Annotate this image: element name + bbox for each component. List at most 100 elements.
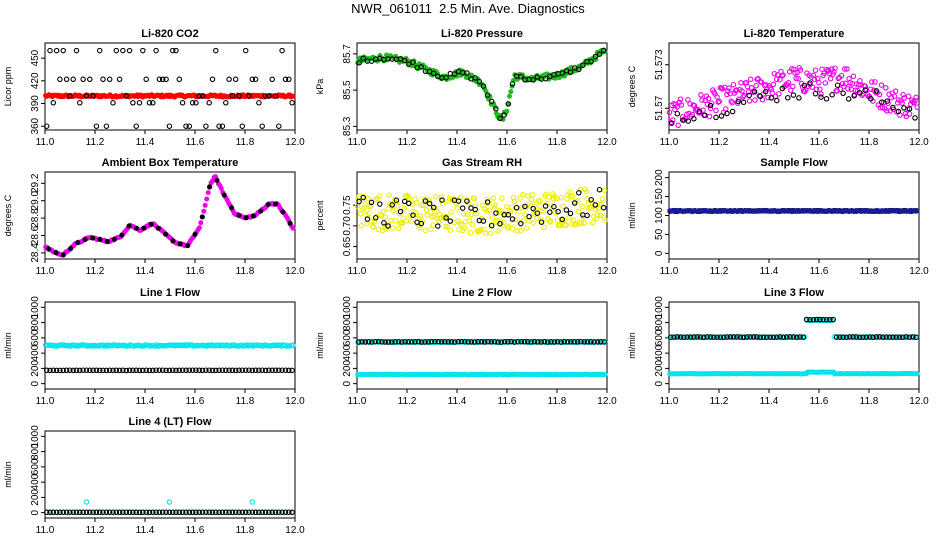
- line4-series-1-point: [136, 509, 143, 516]
- line2-series-2-point: [581, 339, 587, 345]
- rh-series-0-point: [382, 214, 388, 220]
- temperature-series-0-point: [803, 87, 809, 93]
- line1-series-1-point: [77, 367, 83, 374]
- temperature-series-0-point: [716, 98, 723, 105]
- temperature-series-1-point: [801, 82, 808, 89]
- rh-series-0-point: [473, 211, 479, 217]
- temperature-series-1-point: [718, 113, 725, 119]
- rh-series-0-point: [552, 209, 559, 216]
- rh-series-0-point: [467, 229, 474, 236]
- ambient-x-tick-label: 12.0: [285, 266, 305, 277]
- line2-series-2-point: [399, 339, 405, 345]
- rh-x-tick-label: 11.2: [398, 266, 417, 277]
- line4-series-1-point: [249, 509, 256, 515]
- rh-series-0-point: [581, 220, 587, 226]
- ambient-series-1-point: [46, 246, 52, 252]
- pressure-series-1-point: [509, 81, 516, 87]
- line1-x-tick-label: 11.0: [36, 396, 55, 407]
- temperature-series-1-point: [680, 117, 686, 123]
- line3-series-2-point: [783, 334, 790, 340]
- line3-series-2-point: [674, 334, 681, 340]
- line3-series-2-point: [837, 334, 843, 340]
- temperature-series-1-point: [696, 108, 703, 115]
- rh-series-0-point: [478, 226, 484, 233]
- co2-series-1-point: [266, 93, 272, 99]
- rh-series-1-point: [542, 203, 549, 209]
- line4-series-1-point: [166, 509, 173, 516]
- rh-series-0-point: [409, 201, 415, 207]
- temperature-series-0-point: [841, 66, 848, 72]
- line1-series-1-point: [80, 367, 86, 373]
- line2-series-2-point: [501, 338, 508, 345]
- rh-series-0-point: [403, 218, 410, 224]
- pressure-series-1-point: [580, 62, 586, 68]
- co2-series-1-point: [96, 47, 103, 54]
- temperature-series-0-point: [776, 91, 782, 97]
- line4-y-tick-label: 200: [30, 489, 41, 506]
- temperature-series-0-point: [906, 111, 913, 117]
- line4-series-1-point: [206, 509, 212, 515]
- rh-series-0-point: [511, 198, 518, 205]
- line4-title: Line 4 (LT) Flow: [129, 416, 212, 428]
- temperature-series-1-point: [856, 90, 863, 96]
- line2-series-2-point: [355, 339, 362, 345]
- line3-series-2-point: [830, 316, 836, 323]
- temperature-series-1-point: [906, 106, 913, 112]
- ambient-x-tick-label: 11.4: [136, 266, 155, 277]
- pressure-plot-frame: [356, 42, 608, 131]
- line2-title: Line 2 Flow: [452, 287, 512, 299]
- line4-series-1-point: [289, 509, 295, 516]
- line1-y-tick-label: 600: [30, 329, 41, 346]
- ambient-series-0-point: [196, 225, 202, 231]
- ambient-temperature-panel: Ambient Box Temperature 11.0 11.2 11.4 11.6 1…: [0, 155, 312, 287]
- line1-points: [43, 342, 296, 374]
- line1-series-1-point: [223, 367, 229, 374]
- temperature-series-0-point: [838, 72, 845, 79]
- line3-series-2-point: [711, 334, 717, 340]
- line4-series-1-point: [223, 509, 229, 516]
- line2-series-2-point: [481, 339, 488, 345]
- rh-series-0-point: [483, 208, 490, 214]
- line2-series-2-point: [568, 339, 574, 345]
- pressure-series-1-point: [542, 75, 549, 82]
- line4-series-1-point: [63, 509, 70, 515]
- line2-series-2-point: [551, 339, 558, 345]
- rh-ylabel: percent: [315, 200, 325, 231]
- temperature-series-0-point: [751, 88, 757, 94]
- rh-series-0-point: [529, 191, 536, 198]
- sample-flow-x-tick-label: 11.4: [760, 266, 779, 277]
- ambient-x-tick-label: 11.2: [86, 266, 105, 277]
- rh-series-1-point: [563, 207, 570, 213]
- co2-series-1-point: [223, 100, 229, 106]
- line4-chart: Line 4 (LT) Flow 11.0 11.2 11.4 11.6 11.8 12.0…: [3, 416, 305, 536]
- co2-series-1-point: [53, 47, 60, 54]
- line2-series-2-point: [445, 339, 451, 345]
- line3-series-2-point: [774, 334, 780, 340]
- rh-series-0-point: [560, 203, 566, 209]
- line1-x-tick-label: 11.2: [86, 396, 105, 407]
- line3-series-2-point: [727, 334, 734, 340]
- temperature-series-0-point: [845, 86, 851, 92]
- co2-series-1-point: [67, 93, 73, 99]
- line4-series-1-point: [173, 509, 179, 516]
- co2-series-1-point: [136, 100, 143, 106]
- line4-ylabel: ml/min: [3, 461, 13, 488]
- line1-series-1-point: [156, 367, 163, 373]
- rh-series-0-point: [420, 202, 427, 208]
- rh-series-0-point: [601, 187, 608, 194]
- line4-series-1-point: [87, 509, 93, 516]
- pressure-series-1-point: [451, 71, 458, 77]
- co2-series-1-point: [60, 47, 66, 54]
- temperature-series-1-point: [868, 96, 874, 102]
- line3-series-2-point: [893, 334, 899, 340]
- ambient-series-1-point: [82, 237, 88, 243]
- line3-x-tick-label: 11.4: [760, 396, 779, 407]
- rh-series-0-point: [417, 213, 424, 219]
- line1-y-tick-label: 0: [30, 380, 41, 386]
- rh-series-1-point: [418, 220, 425, 227]
- rh-series-1-point: [385, 223, 391, 229]
- rh-series-1-point: [480, 218, 487, 224]
- temperature-title: Li-820 Temperature: [744, 28, 845, 40]
- line4-x-tick-label: 11.0: [36, 525, 55, 536]
- ambient-x-tick-label: 11.6: [186, 266, 205, 277]
